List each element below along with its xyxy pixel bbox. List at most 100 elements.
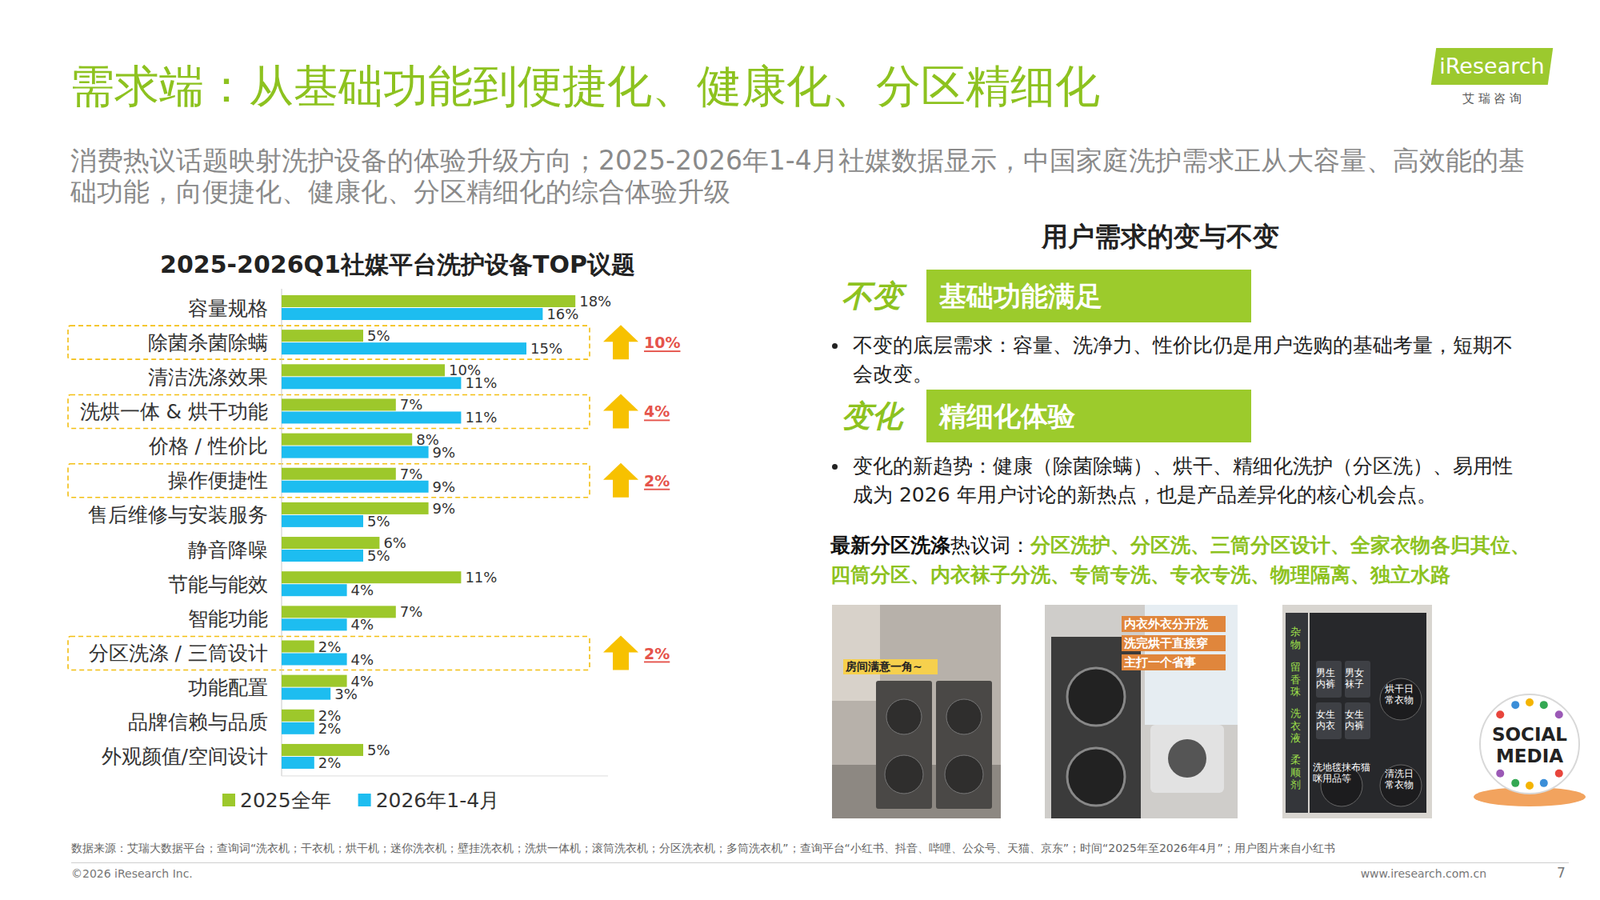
badge-dot <box>1496 710 1504 719</box>
data-label: 7% <box>400 465 424 483</box>
legend-swatch <box>222 793 236 807</box>
photo-caption: 洗衣液 <box>1290 707 1305 745</box>
bar <box>281 502 429 515</box>
annotation-text: 10% <box>644 333 680 352</box>
badge-text: MEDIA <box>1496 745 1564 767</box>
bar <box>281 295 576 308</box>
keywords-lead: 热议词： <box>950 533 1031 557</box>
category-label: 售后维修与安装服务 <box>88 503 268 527</box>
data-label: 18% <box>579 292 612 310</box>
section-label: 精细化体验 <box>939 389 1076 443</box>
badge-dot <box>1525 698 1534 707</box>
highlight-box <box>68 325 590 360</box>
logo-sub: 艾 瑞 咨 询 <box>1433 91 1551 107</box>
data-label: 7% <box>400 603 424 620</box>
annotation-text: 4% <box>644 402 670 420</box>
keywords-lead-bold: 最新分区洗涤 <box>830 533 951 557</box>
photo-mini-washer <box>1344 660 1371 698</box>
bar <box>281 709 315 722</box>
photo-door <box>946 699 982 735</box>
social-badge: SOCIALMEDIA <box>1456 689 1600 810</box>
badge-dot <box>1540 779 1548 788</box>
annotation-text: 2% <box>644 472 670 490</box>
photo-caption: 女生内裤 <box>1344 708 1369 732</box>
photo-door <box>1168 739 1207 778</box>
chart-title: 2025-2026Q1社媒平台洗护设备TOP议题 <box>160 250 636 279</box>
bar <box>281 756 315 769</box>
data-label: 4% <box>351 581 375 599</box>
photo-door <box>886 699 922 735</box>
photo: 杂物留香珠洗衣液柔顺剂男生内裤男女袜子女生内衣女生内裤烘干日常衣物洗地毯抹布猫咪… <box>1282 604 1432 819</box>
photo-bg <box>832 604 1001 819</box>
bar <box>281 308 543 320</box>
data-label: 4% <box>351 651 375 668</box>
photo-shelf <box>1285 612 1308 813</box>
category-label: 除菌杀菌除螨 <box>148 331 268 355</box>
photo-caption: 杂物 <box>1290 625 1305 651</box>
category-label: 功能配置 <box>188 676 268 700</box>
highlight-box <box>68 636 590 671</box>
up-arrow <box>603 324 639 360</box>
keywords: 最新分区洗涤热议词：分区洗护、分区洗、三筒分区设计、全家衣物各归其位、四筒分区、… <box>830 530 1539 590</box>
photo-mini-washer <box>1150 724 1224 793</box>
category-label: 清洁洗涤效果 <box>148 365 268 389</box>
section-box: 基础功能满足 <box>926 269 1252 323</box>
data-label: 5% <box>367 512 391 530</box>
data-label: 5% <box>367 741 391 759</box>
photo-scene <box>832 604 1001 819</box>
photo-mini-washer <box>1344 702 1371 740</box>
bar <box>281 376 461 389</box>
category-label: 外观颜值/空间设计 <box>101 744 268 768</box>
annotation-text: 2% <box>644 644 670 663</box>
logo-box: iResearch <box>1431 48 1553 85</box>
photo-mini-washer <box>1316 660 1342 698</box>
category-label: 洗烘一体 & 烘干功能 <box>80 400 268 424</box>
section-tag: 变化 <box>841 389 903 443</box>
badge-dot <box>1511 700 1520 709</box>
data-label: 11% <box>464 568 497 586</box>
badge-dot <box>1555 710 1564 719</box>
data-label: 9% <box>432 500 456 517</box>
bar <box>281 446 429 459</box>
bar <box>281 364 445 376</box>
photo-door <box>944 755 984 794</box>
bar <box>281 515 364 528</box>
data-label: 3% <box>334 685 358 703</box>
bar <box>281 468 396 480</box>
logo-name: iResearch <box>1433 48 1551 85</box>
photo-caption: 洗完烘干直接穿 <box>1121 635 1226 652</box>
category-label: 价格 / 性价比 <box>148 434 268 458</box>
photo-caption: 房间满意一角~ <box>843 659 938 675</box>
bars <box>281 295 576 769</box>
data-label: 9% <box>432 444 456 461</box>
subtitle: 消费热议话题映射洗护设备的体验升级方向；2025-2026年1-4月社媒数据显示… <box>70 144 1535 208</box>
badge-text: SOCIAL <box>1492 724 1568 745</box>
data-label: 2% <box>318 720 342 737</box>
photo-caption: 男女袜子 <box>1344 667 1369 691</box>
photo: 内衣外衣分开洗洗完烘干直接穿主打一个省事 <box>1044 604 1238 819</box>
legend-label: 2026年1-4月 <box>376 788 500 812</box>
legend-swatch <box>358 793 372 807</box>
photo-door <box>1380 678 1422 720</box>
up-arrow <box>603 636 639 671</box>
up-arrow <box>603 393 639 428</box>
photo-caption: 女生内衣 <box>1316 708 1340 732</box>
badge-dot <box>1540 700 1548 709</box>
category-label: 容量规格 <box>188 296 268 320</box>
title: 需求端：从基础功能到便捷化、健康化、分区精细化 <box>69 59 1100 114</box>
data-label: 11% <box>464 374 497 392</box>
photo-cabinet <box>832 604 880 701</box>
photo-cabinet <box>1309 612 1427 813</box>
badge-dot <box>1496 769 1504 778</box>
photo: 房间满意一角~ <box>832 604 1001 819</box>
bullet-text: 变化的新趋势：健康（除菌除螨）、烘干、精细化洗护（分区洗）、易用性成为 2026… <box>852 452 1525 510</box>
photo-door <box>1380 764 1422 807</box>
bar <box>281 480 429 493</box>
photo-door <box>1067 668 1125 726</box>
data-label: 2% <box>318 754 342 772</box>
photo-door <box>1067 748 1125 806</box>
bar <box>281 688 331 700</box>
legend-label: 2025全年 <box>240 788 332 812</box>
category-label: 静音降噪 <box>188 538 268 562</box>
footer-copyright: ©2026 iResearch Inc. <box>71 866 193 881</box>
